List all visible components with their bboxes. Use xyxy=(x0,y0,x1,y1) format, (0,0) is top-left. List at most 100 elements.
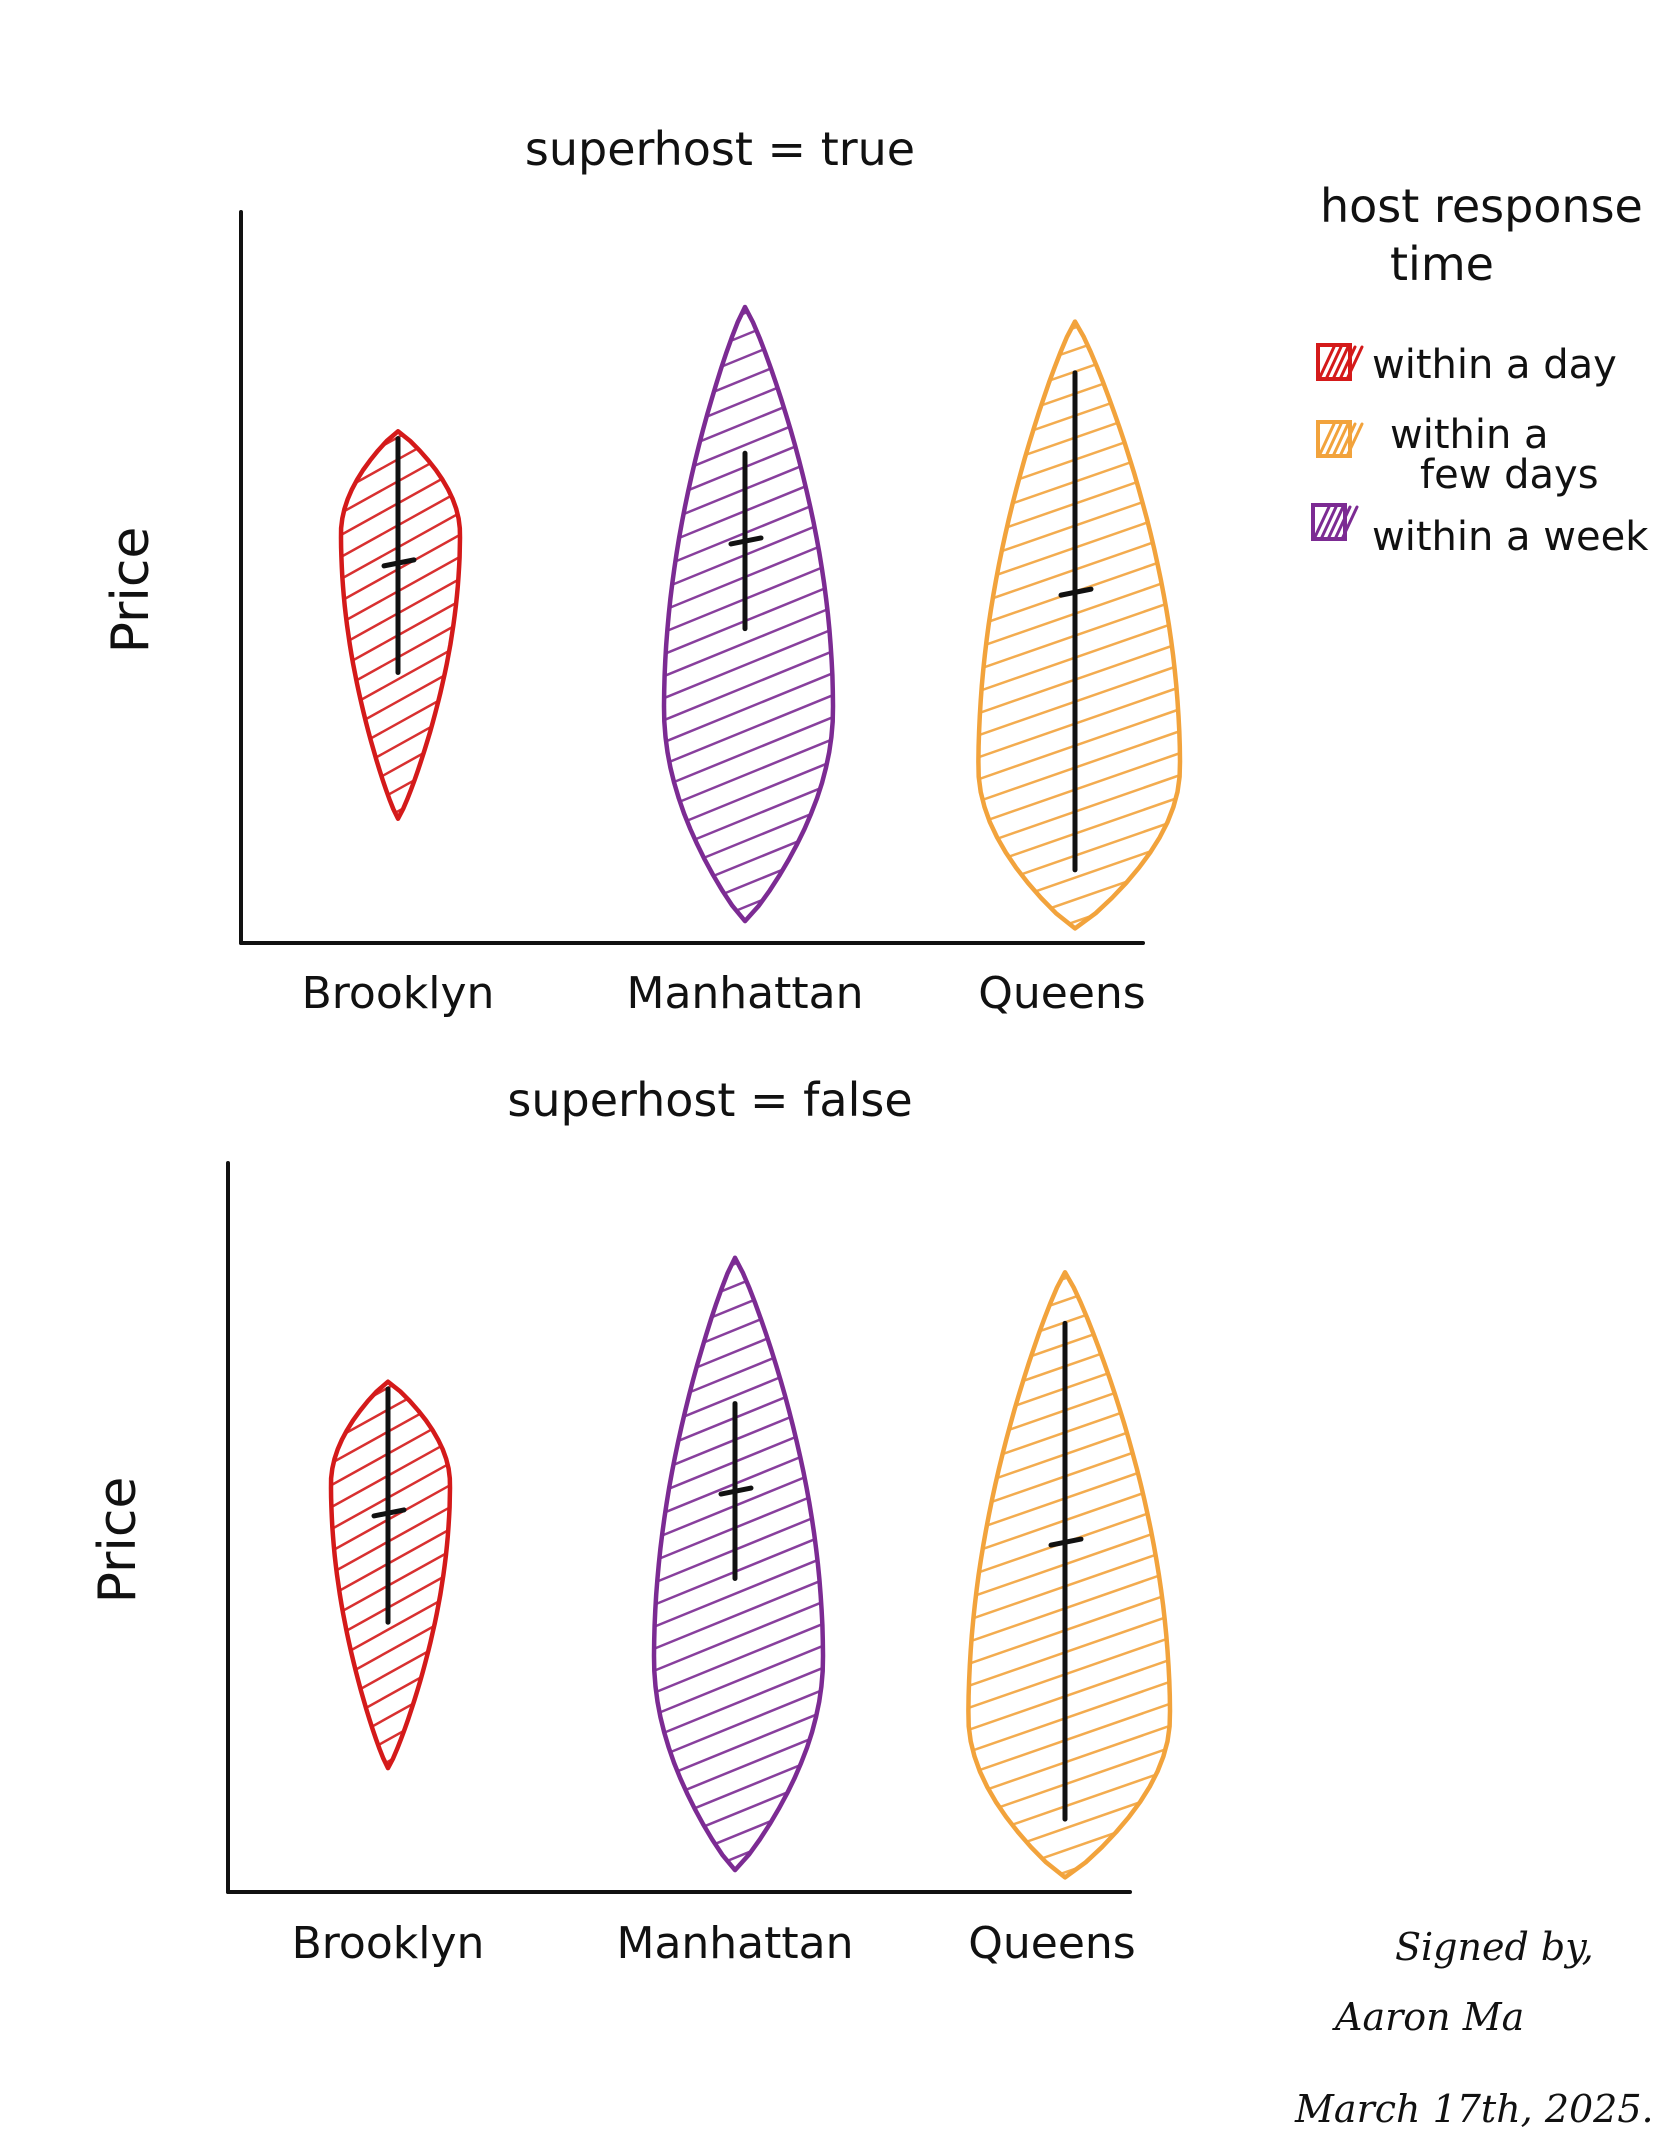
x-tick-label-brooklyn-top: Brooklyn xyxy=(302,968,495,1019)
hatch-stroke xyxy=(664,821,833,905)
hatch-stroke xyxy=(664,667,833,751)
hatch-stroke xyxy=(654,1596,823,1680)
legend-item-within-a-week: within a week xyxy=(1311,503,1649,560)
swatch-hatch-stroke xyxy=(1320,505,1338,539)
hatch-stroke xyxy=(654,1750,823,1834)
hatch-stroke xyxy=(654,1257,823,1306)
median-mark-queens xyxy=(1058,586,1094,598)
swatch-hatch-stroke xyxy=(1339,422,1357,456)
swatch-hatch-stroke xyxy=(1332,422,1350,456)
hatch-stroke xyxy=(960,222,1190,302)
hatch-stroke xyxy=(664,843,833,922)
hatch-stroke xyxy=(664,865,833,922)
legend-label-within-a-day: within a day xyxy=(1372,342,1617,388)
hatch-stroke xyxy=(654,1662,823,1746)
chart-title-top: superhost = true xyxy=(525,122,915,176)
x-tick-label-manhattan-bottom: Manhattan xyxy=(616,1918,853,1969)
hatch-stroke xyxy=(654,1838,823,1871)
hatch-stroke xyxy=(316,1282,460,1362)
violins-top xyxy=(326,207,1190,931)
x-tick-label-queens-bottom: Queens xyxy=(968,1918,1135,1969)
hatch-stroke xyxy=(978,321,1180,369)
legend-label-within-a-few-days-line1: within a xyxy=(1390,412,1549,458)
hatch-stroke xyxy=(664,623,833,707)
x-tick-label-brooklyn-bottom: Brooklyn xyxy=(292,1918,485,1969)
legend-swatch-within-a-day xyxy=(1316,343,1352,381)
swatch-hatch-stroke xyxy=(1346,422,1364,456)
hatch-stroke xyxy=(978,321,1180,347)
violin-brooklyn xyxy=(338,429,463,821)
violin-queens xyxy=(966,1270,1173,1880)
hatch-stroke xyxy=(950,1172,1180,1252)
hatch-stroke xyxy=(664,645,833,729)
hatch-stroke xyxy=(341,770,460,819)
hatch-stroke xyxy=(341,792,460,819)
signature-line2: Aaron Ma xyxy=(1332,1995,1524,2039)
hatch-stroke xyxy=(664,689,833,773)
legend-title-line2: time xyxy=(1390,237,1494,291)
panel-bottom: superhost = false Price Brooklyn Manhatt… xyxy=(88,1073,1180,1969)
swatch-hatch-stroke xyxy=(1332,345,1350,379)
median-mark-manhattan xyxy=(718,1485,754,1497)
swatch-hatch-stroke xyxy=(1318,345,1336,379)
hatch-stroke xyxy=(968,1831,1170,1878)
hatch-stroke xyxy=(654,1266,823,1350)
hatch-stroke xyxy=(968,1272,1170,1298)
median-mark-manhattan xyxy=(728,535,764,547)
legend-title-line1: host response xyxy=(1320,179,1643,233)
hatch-stroke xyxy=(968,1272,1170,1320)
chart-title-bottom: superhost = false xyxy=(507,1073,912,1127)
hatch-stroke xyxy=(341,682,460,765)
legend-swatch-hatch-within-a-few-days xyxy=(1318,422,1364,456)
legend-swatch-hatch-within-a-day xyxy=(1318,345,1364,379)
legend-swatch-within-a-week xyxy=(1311,503,1347,541)
legend-swatch-hatch-within-a-week xyxy=(1313,505,1359,539)
legend-label-within-a-week: within a week xyxy=(1372,514,1649,560)
swatch-hatch-stroke xyxy=(1346,345,1364,379)
swatch-hatch-stroke xyxy=(1325,345,1343,379)
hatch-stroke xyxy=(341,704,460,787)
hatch-stroke xyxy=(331,1381,450,1385)
signature-line1: Signed by, xyxy=(1395,1925,1594,1969)
legend-label-within-a-few-days-line2: few days xyxy=(1420,452,1599,498)
hatch-stroke xyxy=(664,307,833,311)
violin-brooklyn xyxy=(328,1379,453,1771)
violins-bottom xyxy=(316,1158,1180,1880)
hatch-stroke xyxy=(326,331,470,411)
hatch-stroke xyxy=(331,1654,450,1737)
y-axis-label-bottom: Price xyxy=(88,1477,148,1604)
hatch-stroke xyxy=(654,1706,823,1790)
hatch-stroke xyxy=(978,321,1180,325)
hatch-stroke xyxy=(654,1794,823,1871)
swatch-hatch-stroke xyxy=(1341,505,1359,539)
hatch-stroke xyxy=(654,1574,823,1658)
hatch-stroke xyxy=(654,1288,823,1372)
hatch-stroke xyxy=(654,1640,823,1724)
hatch-stroke xyxy=(664,315,833,399)
signature-line3: March 17th, 2025. xyxy=(1294,2087,1654,2131)
hatch-stroke xyxy=(331,1764,450,1769)
hatch-stroke xyxy=(316,1788,460,1868)
hatch-stroke xyxy=(664,307,833,333)
hatch-stroke xyxy=(654,1257,823,1262)
swatch-hatch-stroke xyxy=(1339,345,1357,379)
median-mark-queens xyxy=(1048,1536,1084,1548)
swatch-hatch-stroke xyxy=(1327,505,1345,539)
hatch-stroke xyxy=(331,1632,450,1715)
hatch-stroke xyxy=(326,837,470,917)
legend-item-within-a-few-days: within a few days xyxy=(1316,412,1599,498)
swatch-hatch-stroke xyxy=(1313,505,1331,539)
hatch-stroke xyxy=(637,1158,833,1238)
hatch-stroke xyxy=(978,880,1180,929)
hatch-stroke xyxy=(341,431,460,435)
violin-queens xyxy=(976,319,1183,931)
legend-swatch-within-a-few-days xyxy=(1316,420,1352,458)
hatch-stroke xyxy=(341,726,460,809)
hatch-stroke xyxy=(341,814,460,819)
median-mark-brooklyn xyxy=(371,1507,407,1519)
swatch-hatch-stroke xyxy=(1334,505,1352,539)
x-tick-label-manhattan-top: Manhattan xyxy=(626,968,863,1019)
x-tick-label-queens-top: Queens xyxy=(978,968,1145,1019)
hatch-stroke xyxy=(647,207,843,287)
